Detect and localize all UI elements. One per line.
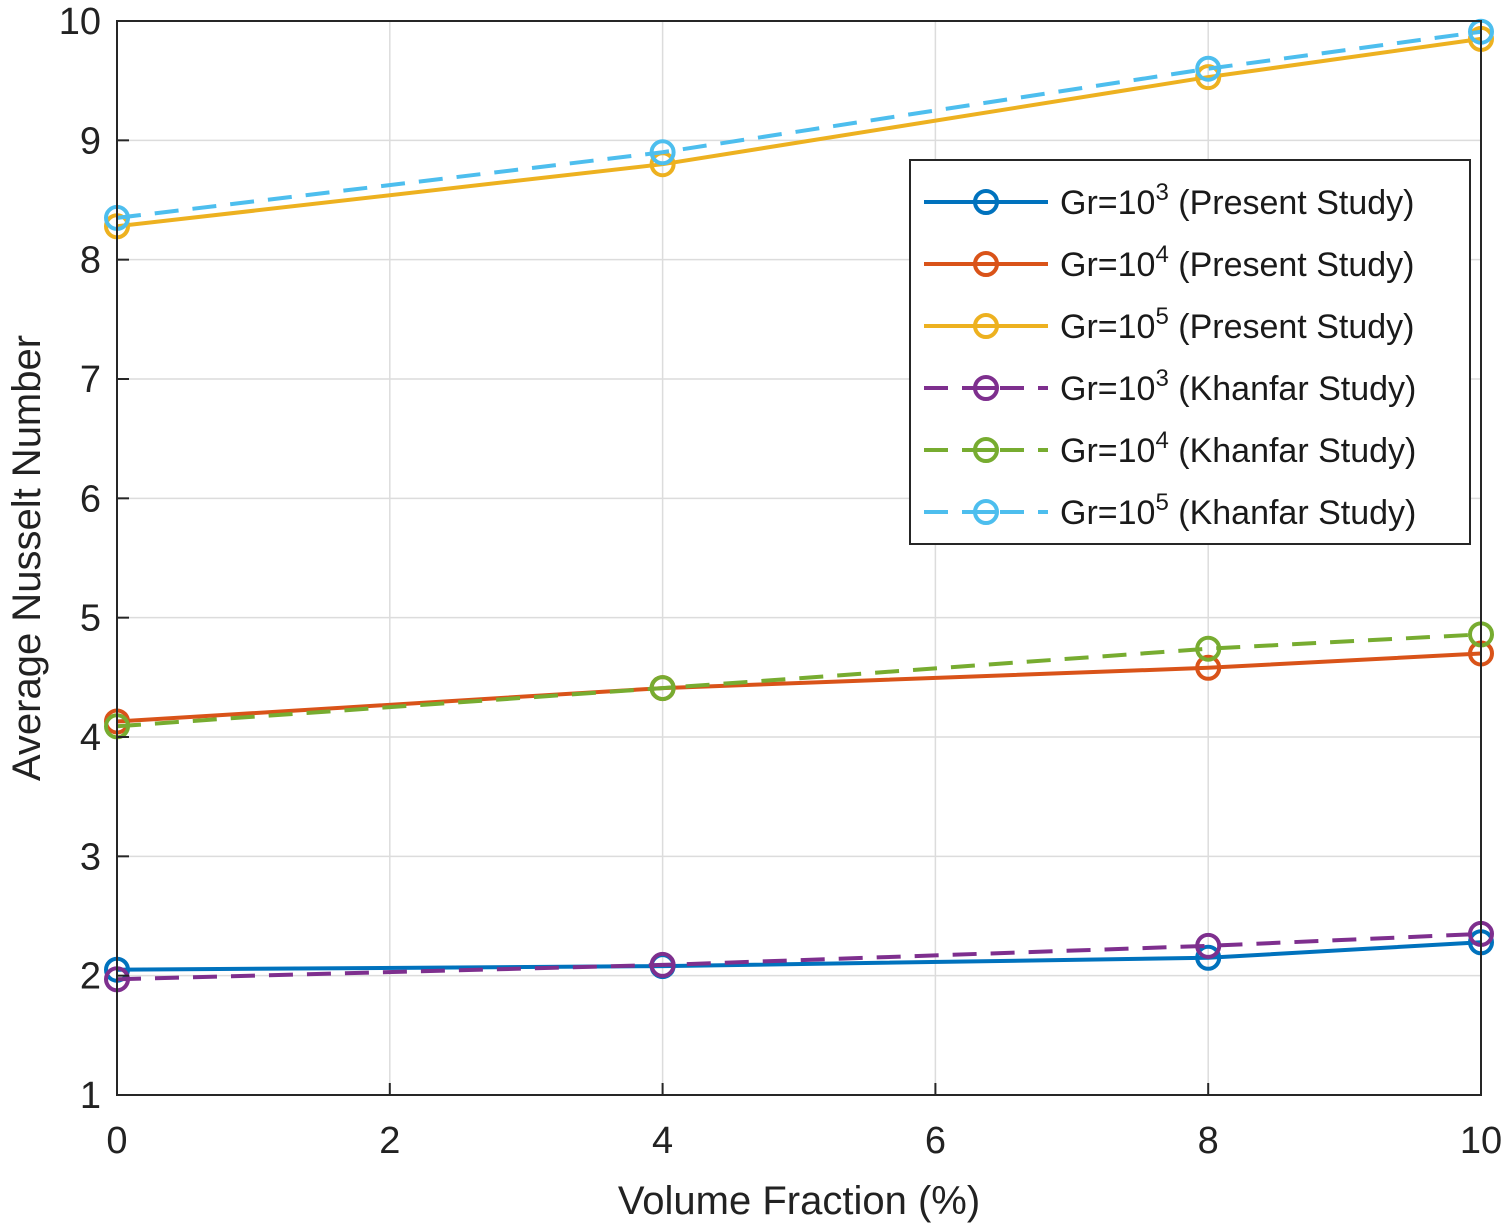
x-tick-label: 10 bbox=[1460, 1120, 1502, 1162]
legend-label-exponent: 3 bbox=[1155, 365, 1168, 392]
legend-label-base: Gr=10 bbox=[1060, 494, 1155, 532]
legend-item-2: Gr=104 (Present Study) bbox=[924, 241, 1414, 284]
x-tick-label: 8 bbox=[1198, 1120, 1219, 1162]
series-line bbox=[116, 651, 1482, 724]
x-tick-label: 2 bbox=[379, 1120, 400, 1162]
legend-label: Gr=104 (Khanfar Study) bbox=[1060, 427, 1416, 470]
y-tick-label: 3 bbox=[80, 836, 101, 878]
axes-box bbox=[116, 20, 1482, 1096]
legend-label-suffix: (Present Study) bbox=[1169, 184, 1415, 222]
y-tick-label: 5 bbox=[80, 598, 101, 640]
legend-label-exponent: 5 bbox=[1155, 489, 1168, 516]
legend-label-suffix: (Khanfar Study) bbox=[1169, 370, 1417, 408]
data-point bbox=[1195, 654, 1222, 681]
x-axis-label: Volume Fraction (%) bbox=[618, 1179, 980, 1223]
y-tick-label: 8 bbox=[80, 240, 101, 282]
legend-label: Gr=103 (Khanfar Study) bbox=[1060, 365, 1416, 408]
legend-label-suffix: (Khanfar Study) bbox=[1169, 494, 1417, 532]
legend-label-base: Gr=10 bbox=[1060, 308, 1155, 346]
legend-label-base: Gr=10 bbox=[1060, 370, 1155, 408]
data-point bbox=[1195, 932, 1222, 959]
data-point bbox=[649, 675, 676, 702]
series-line bbox=[116, 29, 1482, 220]
legend-label-base: Gr=10 bbox=[1060, 184, 1155, 222]
legend: Gr=103 (Present Study)Gr=104 (Present St… bbox=[909, 159, 1471, 545]
data-point bbox=[1195, 64, 1222, 91]
data-point bbox=[649, 951, 676, 978]
legend-label-base: Gr=10 bbox=[1060, 432, 1155, 470]
legend-label-suffix: (Khanfar Study) bbox=[1169, 432, 1417, 470]
series-line bbox=[116, 632, 1482, 729]
legend-label: Gr=103 (Present Study) bbox=[1060, 179, 1414, 222]
series-4 bbox=[104, 920, 1494, 993]
legend-label-suffix: (Present Study) bbox=[1169, 308, 1415, 346]
series-2 bbox=[104, 640, 1494, 735]
x-tick-label: 4 bbox=[652, 1120, 673, 1162]
legend-label-suffix: (Present Study) bbox=[1169, 246, 1415, 284]
legend-label: Gr=105 (Khanfar Study) bbox=[1060, 489, 1416, 532]
series-line bbox=[116, 931, 1482, 982]
legend-label-exponent: 5 bbox=[1155, 303, 1168, 330]
data-point bbox=[1195, 55, 1222, 82]
series-line bbox=[116, 36, 1482, 229]
legend-marker bbox=[973, 189, 999, 215]
y-tick-label: 9 bbox=[80, 120, 101, 162]
data-point bbox=[1195, 944, 1222, 971]
legend-item-6: Gr=105 (Khanfar Study) bbox=[924, 489, 1416, 532]
legend-label-exponent: 4 bbox=[1155, 427, 1168, 454]
legend-label-exponent: 3 bbox=[1155, 179, 1168, 206]
y-axis-label: Average Nusselt Number bbox=[5, 335, 49, 781]
x-tick-label: 0 bbox=[106, 1120, 127, 1162]
legend-item-4: Gr=103 (Khanfar Study) bbox=[924, 365, 1416, 408]
y-tick-label: 10 bbox=[59, 1, 101, 43]
legend-marker bbox=[973, 251, 999, 277]
legend-marker bbox=[973, 313, 999, 339]
series-layer bbox=[104, 18, 1494, 993]
legend-label-exponent: 4 bbox=[1155, 241, 1168, 268]
legend-item-1: Gr=103 (Present Study) bbox=[924, 179, 1414, 222]
legend-label: Gr=104 (Present Study) bbox=[1060, 241, 1414, 284]
series-5 bbox=[104, 621, 1494, 740]
legend-label: Gr=105 (Present Study) bbox=[1060, 303, 1414, 346]
y-tick-label: 2 bbox=[80, 956, 101, 998]
data-point bbox=[649, 139, 676, 166]
data-point bbox=[1195, 635, 1222, 662]
y-tick-label: 1 bbox=[80, 1075, 101, 1117]
series-line bbox=[116, 940, 1482, 972]
legend-label-base: Gr=10 bbox=[1060, 246, 1155, 284]
x-tick-label: 6 bbox=[925, 1120, 946, 1162]
y-tick-label: 7 bbox=[80, 359, 101, 401]
legend-item-3: Gr=105 (Present Study) bbox=[924, 303, 1414, 346]
y-tick-label: 6 bbox=[80, 478, 101, 520]
legend-box bbox=[909, 159, 1471, 545]
y-tick-label: 4 bbox=[80, 717, 101, 759]
legend-item-5: Gr=104 (Khanfar Study) bbox=[924, 427, 1416, 470]
